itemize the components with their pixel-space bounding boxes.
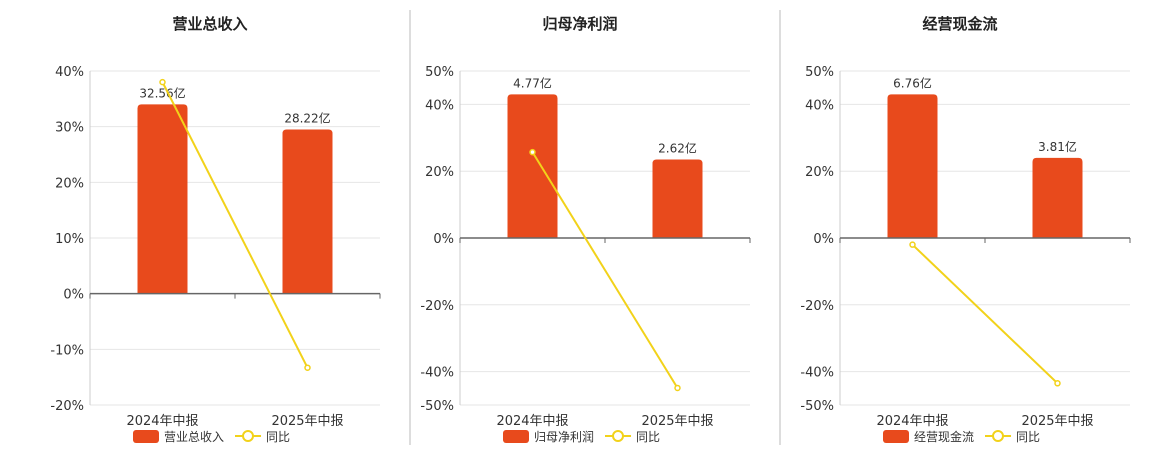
y-tick-label: -20% bbox=[420, 299, 454, 314]
legend-swatch-marker bbox=[242, 430, 254, 442]
chart-title: 营业总收入 bbox=[172, 15, 247, 33]
legend-label: 同比 bbox=[266, 430, 290, 444]
y-tick-label: -40% bbox=[800, 366, 834, 381]
legend-label: 归母净利润 bbox=[534, 430, 594, 444]
data-label: 28.22亿 bbox=[284, 110, 330, 125]
yoy-point bbox=[529, 148, 536, 156]
chart-title: 经营现金流 bbox=[922, 15, 997, 33]
legend-label: 同比 bbox=[636, 430, 660, 444]
y-tick-label: 0% bbox=[433, 232, 454, 247]
x-tick-label: 2025年中报 bbox=[641, 414, 713, 429]
data-label: 4.77亿 bbox=[513, 75, 552, 90]
data-label: 32.56亿 bbox=[139, 85, 185, 100]
y-tick-label: 0% bbox=[813, 232, 834, 247]
bar bbox=[137, 104, 188, 294]
chart-panel-1: 营业总收入 40% 30% 20% 10% 0% -10% -20% 32.56亿 28.22亿 2… bbox=[50, 15, 381, 444]
y-tick-label: 40% bbox=[55, 65, 84, 80]
x-tick-label: 2024年中报 bbox=[496, 414, 568, 429]
y-tick-label: -20% bbox=[50, 399, 84, 414]
legend-label: 营业总收入 bbox=[164, 430, 224, 444]
yoy-point bbox=[304, 364, 311, 371]
bar bbox=[282, 129, 333, 294]
yoy-point bbox=[674, 384, 681, 392]
y-tick-label: 40% bbox=[805, 98, 834, 113]
x-tick-label: 2024年中报 bbox=[126, 414, 198, 429]
yoy-point bbox=[159, 78, 166, 86]
yoy-line bbox=[531, 151, 679, 389]
y-tick-label: 50% bbox=[805, 65, 834, 80]
data-label: 6.76亿 bbox=[893, 75, 932, 90]
data-label: 3.81亿 bbox=[1038, 139, 1077, 154]
yoy-point bbox=[1054, 380, 1061, 387]
x-tick-label: 2025年中报 bbox=[271, 414, 343, 429]
bar bbox=[1032, 157, 1083, 238]
chart-panel-3: 经营现金流 50% 40% 20% 0% -20% -40% -50% 6.76亿 3.81亿 20… bbox=[800, 15, 1131, 444]
y-tick-label: 20% bbox=[425, 165, 454, 180]
chart-panel-2: 归母净利润 50% 40% 20% 0% -20% -40% -50% 4.77亿 2.62亿 20… bbox=[420, 15, 751, 444]
chart-title: 归母净利润 bbox=[542, 15, 617, 33]
y-tick-label: -10% bbox=[50, 343, 84, 358]
y-tick-label: 10% bbox=[55, 232, 84, 247]
y-tick-label: 50% bbox=[425, 65, 454, 80]
legend-swatch-marker bbox=[612, 430, 624, 442]
y-tick-label: -20% bbox=[800, 299, 834, 314]
legend: 营业总收入 同比 bbox=[133, 430, 290, 444]
yoy-line bbox=[911, 243, 1059, 385]
y-tick-label: 40% bbox=[425, 98, 454, 113]
legend: 经营现金流 同比 bbox=[883, 429, 1040, 444]
y-tick-label: 20% bbox=[55, 176, 84, 191]
legend-label: 经营现金流 bbox=[914, 429, 974, 444]
y-tick-label: 30% bbox=[55, 121, 84, 136]
legend: 归母净利润 同比 bbox=[503, 430, 660, 444]
y-tick-label: 20% bbox=[805, 165, 834, 180]
x-tick-label: 2025年中报 bbox=[1021, 414, 1093, 429]
legend-swatch-bar bbox=[133, 430, 159, 443]
y-tick-label: -40% bbox=[420, 366, 454, 381]
data-label: 2.62亿 bbox=[658, 141, 697, 156]
y-tick-label: -50% bbox=[420, 399, 454, 414]
legend-swatch-bar bbox=[503, 430, 529, 443]
bar bbox=[507, 94, 558, 238]
legend-swatch-bar bbox=[883, 430, 909, 443]
bar bbox=[652, 159, 703, 238]
yoy-point bbox=[909, 241, 916, 248]
bar bbox=[887, 94, 938, 238]
legend-label: 同比 bbox=[1016, 430, 1040, 444]
legend-swatch-marker bbox=[992, 430, 1004, 442]
yoy-line bbox=[161, 81, 309, 369]
y-tick-label: 0% bbox=[63, 288, 84, 303]
x-tick-label: 2024年中报 bbox=[876, 414, 948, 429]
y-tick-label: -50% bbox=[800, 399, 834, 414]
